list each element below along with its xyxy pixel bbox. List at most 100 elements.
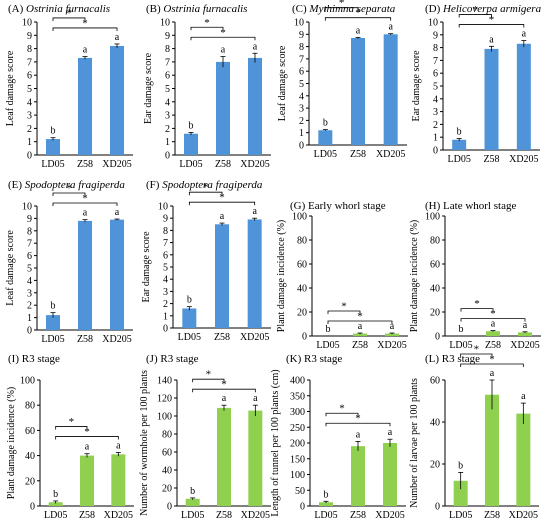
bar [46,315,60,330]
x-tick-label: Z58 [350,149,366,160]
y-tick-label: 2 [27,124,32,135]
y-tick-label: 6 [433,69,438,80]
panel-title-text: Ostrinia furnacalis [163,3,247,15]
significance-letter: a [358,321,363,332]
panel-title-text: R3 stage [304,353,342,365]
panel-k: (K) R3 stage 0 50 100 150 200 250 300 350 400 Leng… [270,353,406,521]
y-tick-label: 2 [299,116,304,127]
y-tick-label: 5 [433,82,438,93]
significance-letter: a [356,429,361,440]
bar [485,394,499,506]
y-tick-label: 100 [20,376,35,387]
y-tick-label: 20 [25,476,35,487]
y-tick-label: 0 [299,141,304,152]
panel-title-text: Late whorl stage [443,200,516,212]
x-tick-label: LD05 [41,334,64,345]
panel-title-text: R3 stage [442,353,480,365]
bar [247,219,262,328]
x-tick-label: Z58 [350,510,366,521]
significance-bracket [52,27,118,31]
significance-letter: a [115,32,120,43]
significance-star: * [473,4,479,16]
significance-star: * [221,379,227,391]
significance-letter: b [187,295,192,306]
bar [182,308,197,328]
y-axis-label: Ear damage score [143,52,154,124]
y-tick-label: 7 [27,239,32,250]
significance-bracket [190,26,224,31]
panel-title: (I) R3 stage [8,353,60,365]
y-tick-label: 20 [430,460,440,471]
y-tick-label: 0 [27,326,32,337]
significance-bracket [52,17,86,21]
y-tick-label: 2 [163,299,168,310]
panel-label: (G) [290,200,308,212]
bar [80,455,94,506]
y-tick-label: 5 [299,79,304,90]
significance-star: * [84,426,90,438]
significance-bracket [192,388,256,393]
significance-star: * [355,7,361,19]
y-tick-label: 3 [165,111,170,122]
y-tick-label: 80 [430,236,440,247]
x-tick-label: XD205 [375,510,404,521]
y-tick-label: 2 [27,301,32,312]
significance-star: * [66,7,72,19]
x-tick-label: LD05 [44,510,67,521]
x-tick-label: LD05 [449,340,472,351]
x-tick-label: XD205 [510,340,539,351]
y-tick-label: 60 [162,448,172,459]
y-tick-label: 6 [165,71,170,82]
significance-letter: a [116,440,121,451]
y-tick-label: 20 [162,484,172,495]
bar [486,331,500,336]
panel-label: (E) [8,179,25,191]
y-tick-label: 6 [27,251,32,262]
panel-g: (G) Early whorl stage 0 20 40 60 80 100 Plant d… [276,200,408,351]
y-tick-label: 0 [435,502,440,513]
bar [46,139,60,155]
y-tick-label: 4 [163,275,168,286]
significance-letter: a [522,29,527,40]
bar [453,480,468,506]
y-tick-label: 80 [297,236,307,247]
significance-star: * [69,416,75,428]
panel-label: (B) [146,3,163,15]
y-axis-label: Plant damage incidence (%) [276,220,287,332]
panel-title-text: Spodoptera fragiperda [162,179,263,191]
bar [111,454,126,506]
significance-letter: a [220,211,225,222]
y-axis-label: Leaf damage score [277,45,288,121]
panel-label: (A) [8,3,26,15]
significance-bracket [325,412,359,417]
y-tick-label: 4 [165,97,170,108]
y-tick-label: 3 [27,111,32,122]
bar [110,45,124,155]
significance-letter: a [222,393,227,404]
significance-bracket [52,202,118,207]
significance-letter: a [83,45,88,56]
y-tick-label: 100 [290,470,305,481]
bar [184,133,198,155]
panel-l: (L) R3 stage 0 20 40 60 Number of larvae per … [409,344,539,521]
panel-label: (I) [8,353,22,365]
x-tick-label: LD05 [181,510,204,521]
y-tick-label: 140 [157,376,172,387]
significance-letter: b [190,486,195,497]
y-axis-label: Ear damage score [141,231,152,303]
panel-b: (B) Ostrinia furnacalis 0 1 2 3 4 5 6 7 8 9 10 Ear d… [143,3,271,170]
x-tick-label: XD205 [240,159,269,170]
y-axis-label: Length of tunnel per 100 plants (cm) [270,369,281,516]
significance-letter: b [323,118,328,129]
panel-title: (B) Ostrinia furnacalis [146,3,247,15]
bar [383,34,398,145]
significance-star: * [355,413,361,425]
significance-letter: b [326,324,331,335]
significance-star: * [82,193,88,205]
y-tick-label: 80 [25,401,35,412]
x-tick-label: Z58 [352,340,368,351]
significance-bracket [460,318,526,322]
significance-letter: a [523,320,528,331]
x-tick-label: XD205 [377,340,406,351]
